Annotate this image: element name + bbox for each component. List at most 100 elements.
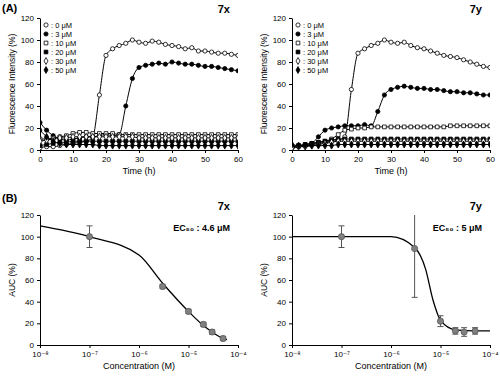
error-bar — [87, 226, 93, 248]
marker — [91, 133, 95, 140]
marker — [428, 87, 432, 91]
tick-mark — [37, 106, 40, 107]
chart-title: 7x — [218, 200, 231, 212]
marker — [157, 134, 161, 141]
tick-label: 10 — [321, 155, 330, 164]
x-axis-title: Concentration (M) — [103, 361, 175, 371]
tick-mark — [106, 150, 107, 153]
series — [40, 226, 227, 340]
tick: 60 — [277, 276, 292, 285]
marker — [382, 38, 386, 42]
tick-label: 30 — [135, 155, 144, 164]
marker — [468, 91, 472, 95]
legend-marker — [296, 50, 300, 54]
tick-label: 120 — [21, 211, 35, 220]
legend-label: : 50 μM — [303, 66, 328, 75]
legend-marker — [296, 23, 300, 27]
chart-title: 7y — [470, 3, 483, 15]
marker — [236, 69, 238, 73]
marker — [481, 141, 485, 148]
tick-label: 120 — [21, 14, 35, 23]
marker — [203, 134, 207, 141]
marker — [190, 46, 194, 50]
marker — [229, 142, 233, 149]
tick: 50 — [453, 150, 462, 164]
error-bar-cap — [412, 297, 418, 298]
tick: 30 — [387, 150, 396, 164]
series-line — [40, 226, 227, 340]
tick: 80 — [277, 254, 292, 263]
legend-label: : 10 μM — [303, 39, 328, 48]
marker — [297, 142, 301, 149]
legend-label: : 3 μM — [51, 30, 72, 39]
marker — [196, 142, 200, 149]
legend-marker — [296, 67, 300, 74]
marker — [455, 55, 459, 59]
x-axis-title: Concentration (M) — [355, 361, 427, 371]
tick-mark — [289, 345, 292, 346]
marker — [448, 54, 452, 58]
error-bar-cap — [339, 247, 345, 248]
tick-label: 0 — [38, 155, 43, 164]
tick-label: 100 — [273, 36, 287, 45]
annotation: EC₅₀ : 4.6 μM — [173, 223, 230, 233]
marker — [349, 87, 353, 91]
series — [40, 127, 238, 149]
tick-label: 10⁻⁵ — [433, 350, 449, 359]
tick-mark — [189, 345, 190, 348]
tick-mark — [358, 150, 359, 153]
tick: 0 — [282, 341, 292, 350]
marker — [396, 125, 400, 129]
legend-marker — [44, 67, 48, 74]
marker — [429, 141, 433, 148]
marker — [170, 43, 174, 47]
marker — [209, 50, 213, 54]
marker — [435, 141, 439, 148]
series — [292, 38, 490, 150]
marker — [236, 53, 238, 57]
x-axis: 0102030405060 — [290, 150, 495, 164]
x-axis: 10⁻⁸10⁻⁷10⁻⁶10⁻⁵10⁻⁴ — [284, 345, 499, 359]
tick: 10⁻⁸ — [32, 345, 49, 359]
plot-area — [292, 38, 490, 150]
legend-marker — [44, 41, 48, 45]
marker — [216, 65, 220, 69]
marker — [336, 141, 340, 148]
marker — [376, 141, 380, 148]
tick-label: 40 — [420, 155, 429, 164]
plot-area — [40, 38, 238, 150]
error-bar-stem — [414, 215, 415, 297]
chart-title: 7x — [218, 3, 231, 15]
marker — [336, 133, 340, 137]
tick-label: 60 — [486, 155, 495, 164]
tick: 120 — [273, 14, 292, 23]
marker — [452, 328, 458, 334]
legend-marker — [44, 58, 48, 65]
tick-mark — [391, 345, 392, 348]
tick: 80 — [25, 58, 40, 67]
marker — [395, 85, 399, 89]
tick-label: 50 — [453, 155, 462, 164]
marker — [310, 142, 314, 149]
plot-area — [292, 215, 490, 336]
marker — [91, 141, 95, 148]
marker — [481, 64, 485, 68]
tick-label: 40 — [25, 102, 34, 111]
tick: 120 — [21, 211, 40, 220]
legend-label: : 3 μM — [303, 30, 324, 39]
marker — [475, 124, 479, 128]
series — [292, 137, 490, 148]
error-bar — [339, 226, 345, 248]
marker — [203, 64, 207, 68]
tick-mark — [73, 150, 74, 153]
marker — [412, 245, 418, 251]
marker — [468, 141, 472, 148]
marker — [130, 133, 134, 140]
marker — [472, 328, 478, 334]
x-axis-title: Time (h) — [374, 166, 407, 176]
tick: 20 — [25, 124, 40, 133]
legend-label: : 0 μM — [303, 21, 324, 30]
marker — [196, 49, 200, 53]
error-bar-cap — [438, 326, 444, 327]
tick-label: 60 — [25, 80, 34, 89]
